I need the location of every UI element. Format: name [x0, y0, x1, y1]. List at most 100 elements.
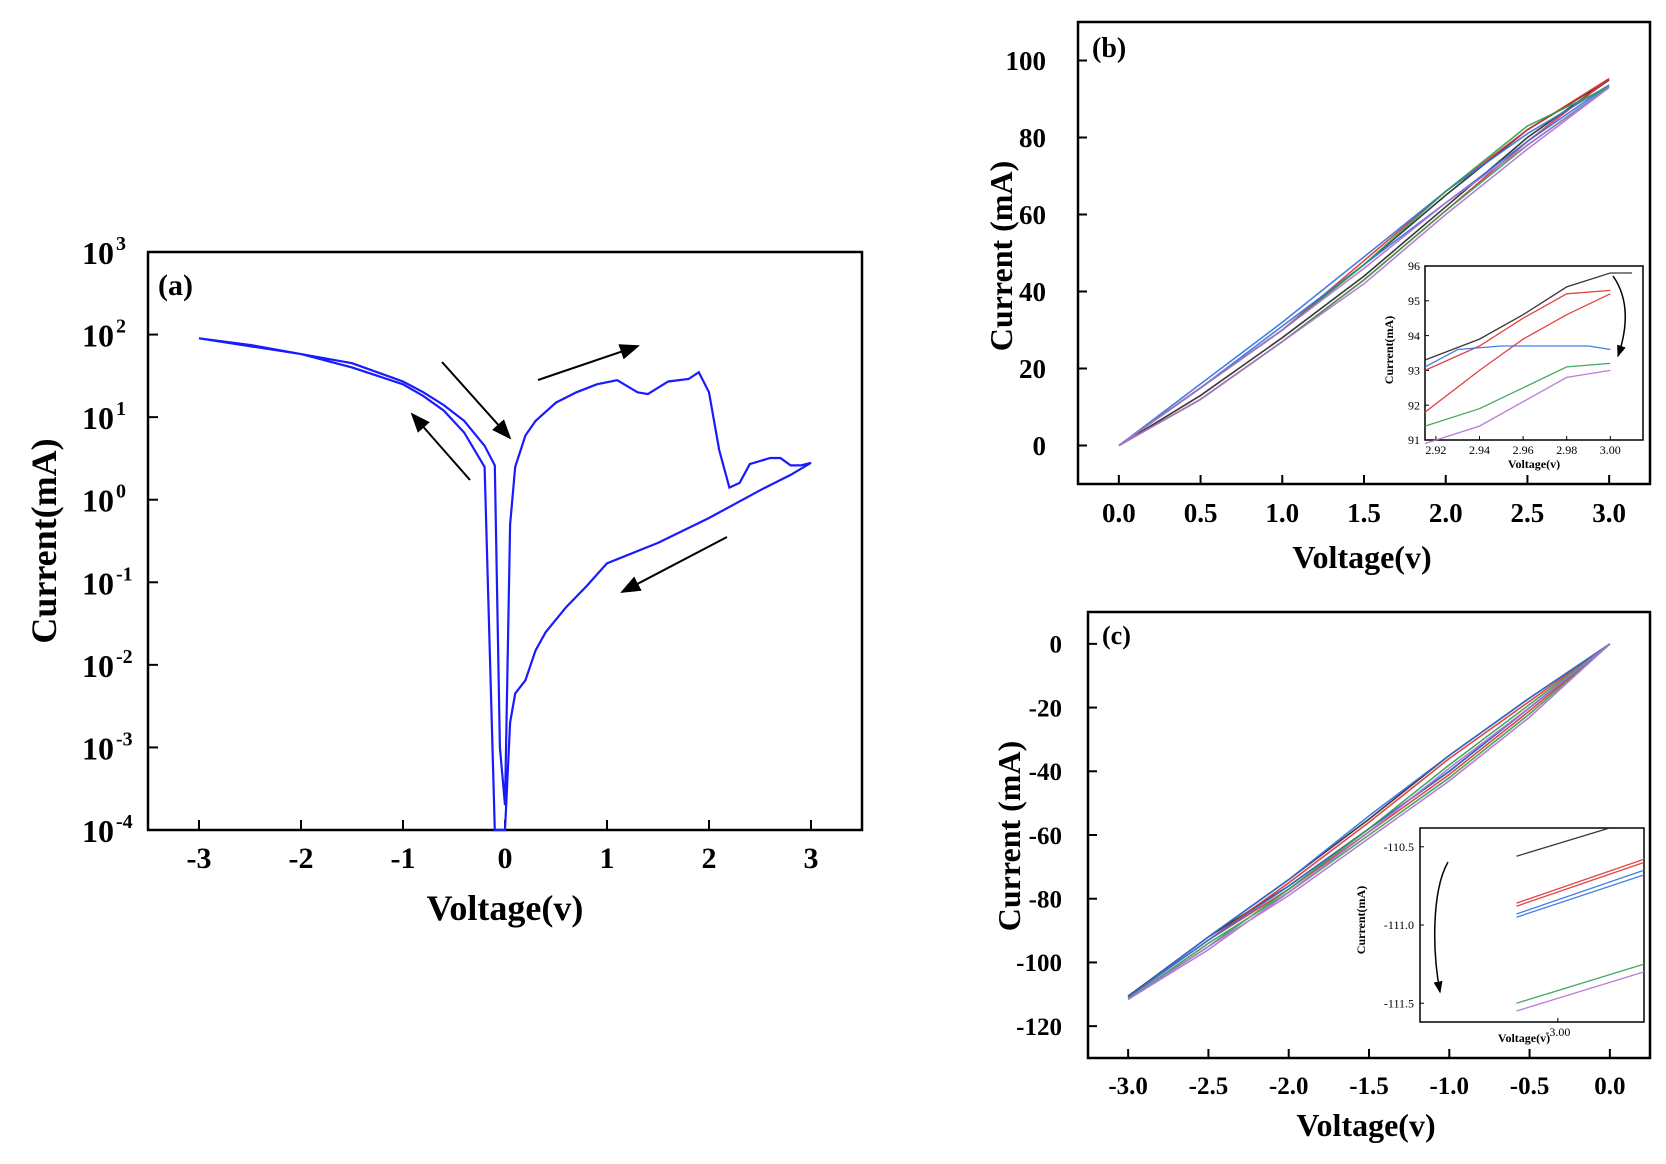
- panel-c-xtick-label: -0.5: [1510, 1073, 1550, 1100]
- panel-b-ytick-label: 20: [1019, 354, 1046, 384]
- panel-b-inset-series-line: [1424, 289, 1611, 371]
- panel-c-series-line: [1127, 643, 1611, 1001]
- panel-b-ylabel: Current (mA): [983, 161, 1019, 351]
- panel-b-inset-xtick-label: 2.92: [1425, 443, 1446, 457]
- panel-b-xtick-label: 1.0: [1265, 498, 1299, 528]
- panel-c-ytick-label: -40: [1029, 759, 1062, 786]
- panel-a-xtick-label: -3: [187, 842, 212, 875]
- panel-b-inset-series-line: [1424, 345, 1611, 368]
- panel-c-xtick-label: -2.5: [1189, 1073, 1229, 1100]
- panel-b-inset-ytick-label: 95: [1408, 294, 1420, 308]
- panel-a-ytick-label: 10: [82, 400, 114, 436]
- panel-c-xtick-label: -1.5: [1349, 1073, 1389, 1100]
- panel-b-inset-xlabel: Voltage(v): [1508, 457, 1560, 471]
- panel-a-xtick-label: 2: [702, 842, 717, 875]
- panel-a-xtick-label: 3: [804, 842, 819, 875]
- panel-a-arrow-negative: [410, 412, 471, 481]
- panel-b-xtick-label: 0.0: [1102, 498, 1136, 528]
- panel-c-ytick-label: 0: [1050, 632, 1063, 659]
- panel-b-series-line: [1118, 84, 1610, 447]
- panel-c-ytick-label: -100: [1016, 950, 1062, 977]
- panel-c-ytick-label: -20: [1029, 695, 1062, 722]
- panel-c-xtick-label: -3.0: [1108, 1073, 1148, 1100]
- panel-a-ytick-exponent: 0: [116, 481, 126, 503]
- panel-a-xtick-label: 0: [498, 842, 513, 875]
- panel-a-frame: [146, 250, 864, 832]
- panel-a-ytick-exponent: 2: [116, 316, 126, 338]
- panel-c-xtick-label: -2.0: [1269, 1073, 1309, 1100]
- panel-a-xtick-label: -1: [391, 842, 416, 875]
- panel-a-label: (a): [158, 269, 193, 302]
- panel-c-series-line: [1127, 643, 1611, 998]
- panel-a-ytick-label: 10: [82, 648, 114, 684]
- panel-b-ytick-label: 0: [1033, 431, 1047, 461]
- panel-b-inset-xtick-label: 3.00: [1600, 443, 1621, 457]
- panel-b-inset-series-line: [1424, 293, 1611, 413]
- panel-b-inset-xtick-label: 2.96: [1513, 443, 1534, 457]
- panel-c-xlabel: Voltage(v): [1296, 1107, 1435, 1143]
- panel-b-inset: 91 92 93 94 95 96 2.92 2.94 2.96 2.98 3.00 Voltag…: [1382, 259, 1644, 471]
- panel-a-ytick-exponent: 1: [116, 398, 126, 420]
- panel-a-ytick-exponent: -3: [116, 728, 133, 750]
- panel-a-xtick-label: -2: [289, 842, 314, 875]
- panel-c-inset-ytick-label: -111.5: [1384, 996, 1414, 1010]
- panel-a-ytick-label: 10: [82, 318, 114, 354]
- panel-c-inset-frame: [1419, 827, 1645, 1023]
- panel-b-ytick-label: 80: [1019, 123, 1046, 153]
- panel-c-inset-xlabel: Voltage(v): [1498, 1031, 1550, 1045]
- panel-c-inset: -110.5 -111.0 -111.5 -3.00 Voltage(v) Curr…: [1354, 827, 1645, 1045]
- panel-b-inset-xtick-label: 2.98: [1556, 443, 1577, 457]
- panel-c-ytick-label: -80: [1029, 886, 1062, 913]
- panel-c-ytick-label: -120: [1016, 1014, 1062, 1041]
- panel-b-xtick-label: 2.5: [1511, 498, 1545, 528]
- panel-c-inset-ylabel: Current(mA): [1354, 886, 1368, 954]
- panel-c-ylabel: Current (mA): [991, 741, 1027, 931]
- panel-b-label: (b): [1092, 33, 1126, 64]
- panel-c-inset-series-line: [1516, 874, 1645, 918]
- panel-c-inset-ytick-label: -111.0: [1384, 918, 1414, 932]
- panel-a-ytick-exponent: -1: [116, 563, 133, 585]
- panel-a-ylabel: Current(mA): [24, 438, 64, 643]
- panel-a-ytick-exponent: -4: [116, 811, 133, 833]
- panel-b-xtick-label: 1.5: [1347, 498, 1381, 528]
- panel-a-ytick-exponent: 3: [116, 233, 126, 255]
- panel-b-series-line: [1118, 86, 1610, 447]
- panel-b-xtick-label: 0.5: [1184, 498, 1218, 528]
- panel-c-inset-ytick-label: -110.5: [1383, 840, 1414, 854]
- panel-b-inset-ylabel: Current(mA): [1382, 316, 1396, 384]
- panel-c-xtick-label: -1.0: [1429, 1073, 1469, 1100]
- panel-b-inset-series-line: [1424, 362, 1611, 427]
- panel-b-xlabel: Voltage(v): [1292, 539, 1431, 575]
- panel-a-xtick-label: 1: [600, 842, 615, 875]
- panel-b-inset-xtick-label: 2.94: [1469, 443, 1490, 457]
- panel-a-arrow-down: [441, 361, 512, 440]
- panel-b-inset-ytick-label: 93: [1408, 364, 1420, 378]
- panel-c-label: (c): [1102, 621, 1131, 650]
- panel-b-ytick-label: 40: [1019, 277, 1046, 307]
- panel-c-chart: 0 -20 -40 -60 -80 -100 -120 -3.0 -2.5 -2.0 -1.5 -1…: [991, 610, 1652, 1143]
- panel-b-xtick-label: 2.0: [1429, 498, 1463, 528]
- panel-b-inset-ytick-label: 91: [1408, 433, 1420, 447]
- panel-b-inset-ytick-label: 92: [1408, 398, 1420, 412]
- panel-c-inset-series-line: [1516, 963, 1645, 1004]
- panel-c-inset-xtick-label: -3.00: [1545, 1025, 1570, 1039]
- panel-b-inset-frame: [1424, 265, 1644, 441]
- panel-b-inset-series-line: [1424, 272, 1633, 361]
- panel-a-arrow-reverse: [620, 536, 728, 593]
- panel-b-ytick-label: 60: [1019, 200, 1046, 230]
- panel-a-arrow-forward: [537, 344, 640, 381]
- panel-c-inset-curved-arrow: [1433, 861, 1449, 994]
- panel-a-xlabel: Voltage(v): [427, 888, 584, 928]
- panel-b-inset-series-line: [1424, 369, 1611, 445]
- panel-b-ytick-label: 100: [1006, 46, 1047, 76]
- panel-a-ytick-label: 10: [82, 483, 114, 519]
- panel-a-series-line: [198, 337, 812, 832]
- panel-c-inset-series-line: [1516, 827, 1610, 857]
- panel-a-ytick-exponent: -2: [116, 646, 133, 668]
- panel-b-inset-ytick-label: 94: [1408, 329, 1420, 343]
- panel-c-inset-series-line: [1516, 869, 1645, 915]
- panel-c-xtick-label: 0.0: [1594, 1073, 1625, 1100]
- panel-c-inset-series-line: [1516, 858, 1645, 904]
